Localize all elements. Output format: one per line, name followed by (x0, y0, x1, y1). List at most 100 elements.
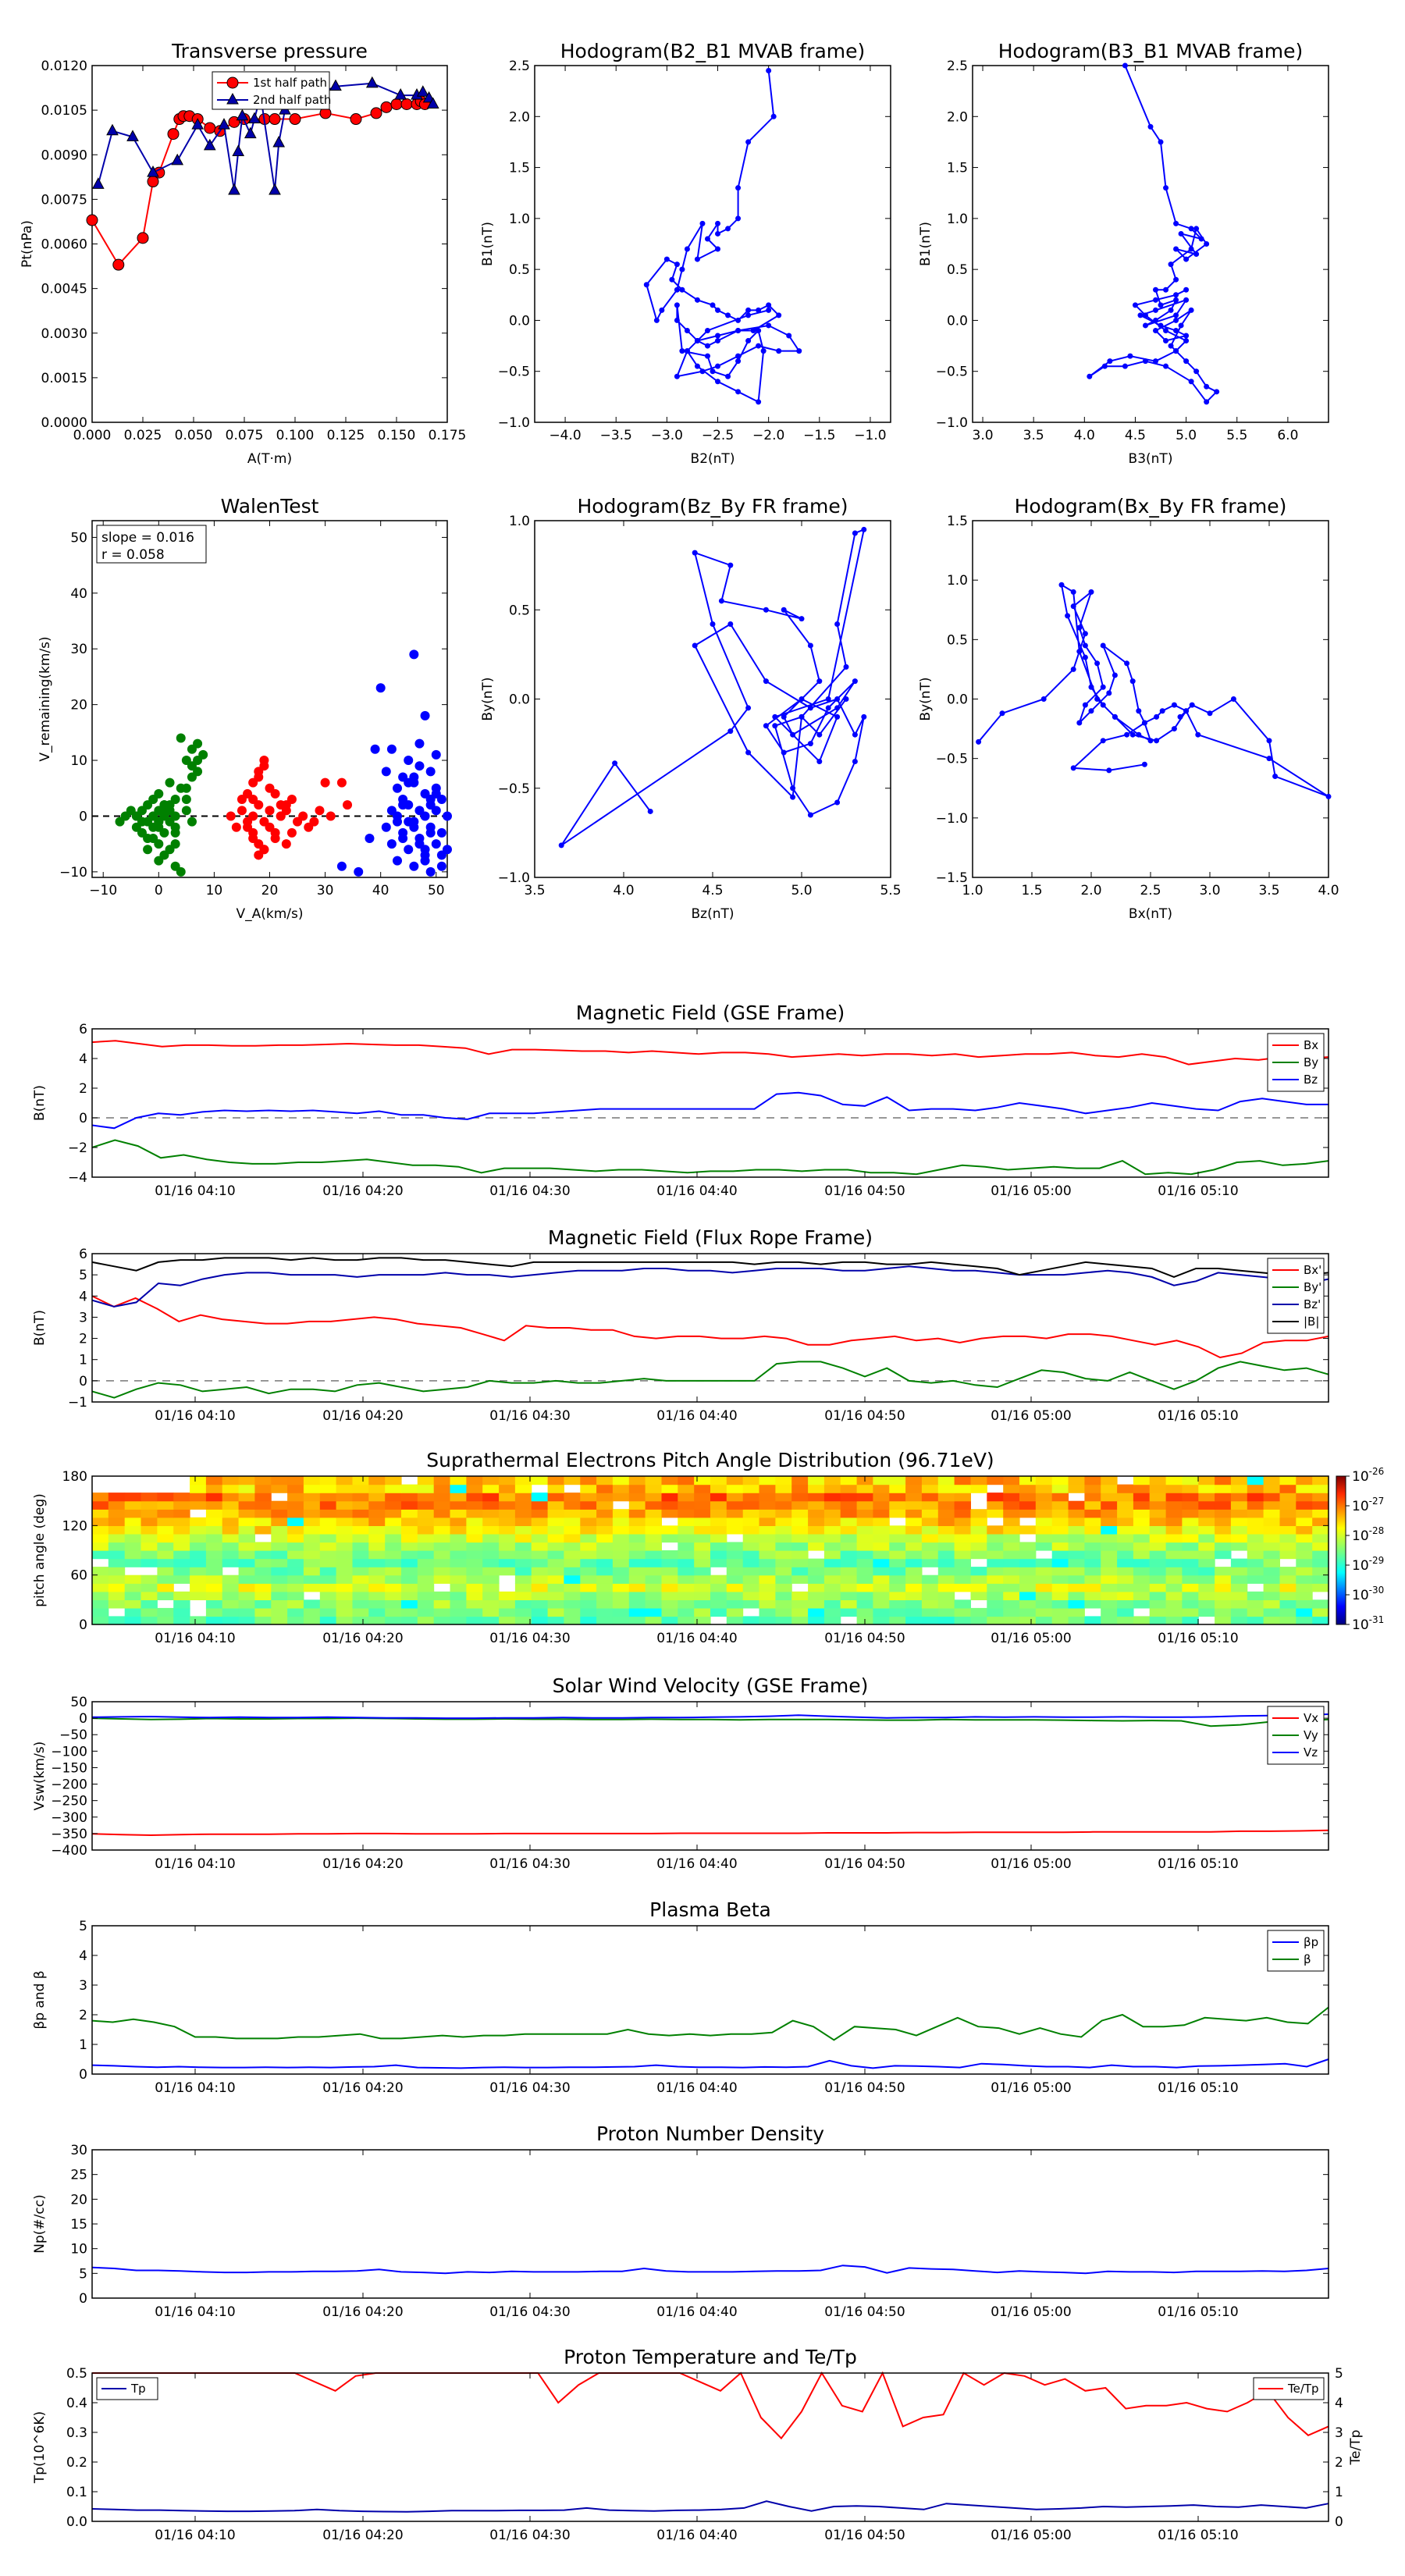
heatmap-cell (628, 1558, 646, 1567)
chart-title: WalenTest (221, 495, 319, 518)
heatmap-cell (385, 1517, 402, 1526)
heatmap-cell (417, 1493, 435, 1502)
heatmap-cell (401, 1616, 418, 1625)
heatmap-cell (678, 1583, 695, 1592)
time-tick-label: 01/16 04:30 (489, 2528, 570, 2543)
y-tick-label: 0 (79, 1711, 87, 1727)
heatmap-cell (547, 1493, 564, 1502)
heatmap-cell (726, 1583, 744, 1592)
y-tick-label: 5 (79, 1919, 87, 1934)
heatmap-cell (466, 1599, 483, 1609)
plot-frame (91, 1701, 1329, 1851)
data-point (694, 297, 700, 303)
heatmap-cell (433, 1493, 451, 1502)
heatmap-cell (417, 1484, 435, 1493)
series-te-tp (92, 2371, 1329, 2440)
heatmap-cell (889, 1533, 906, 1543)
heatmap-cell (401, 1542, 418, 1551)
heatmap-cell (596, 1484, 614, 1493)
y-tick-label: 0.5 (509, 603, 530, 618)
heatmap-cell (1101, 1550, 1118, 1560)
heatmap-cell (499, 1616, 516, 1625)
heatmap-cell (157, 1533, 174, 1543)
heatmap-cell (791, 1484, 809, 1493)
heatmap-cell (1035, 1525, 1053, 1535)
y-tick-label: 5 (79, 1268, 87, 1283)
time-tick-label: 01/16 05:10 (1158, 2304, 1238, 2320)
y-tick-label: 2 (79, 2008, 87, 2023)
heatmap-cell (1117, 1484, 1134, 1493)
heatmap-cell (840, 1533, 858, 1543)
x-tick-label: 3.0 (973, 428, 994, 443)
data-point (760, 348, 767, 354)
data-point (735, 389, 742, 395)
heatmap-cell (905, 1476, 923, 1485)
legend-box (1267, 1930, 1325, 1972)
heatmap-cell (1068, 1533, 1085, 1543)
heatmap-cell (319, 1484, 337, 1493)
data-point (1183, 338, 1190, 344)
heatmap-cell (742, 1616, 760, 1625)
heatmap-cell (1215, 1616, 1232, 1625)
y-tick-label: 2.5 (509, 59, 530, 74)
heatmap-cell (1296, 1558, 1313, 1567)
heatmap-cell (1296, 1542, 1313, 1551)
data-point (725, 373, 731, 379)
heatmap-cell (808, 1525, 825, 1535)
heatmap-cell (921, 1525, 939, 1535)
heatmap-cell (92, 1517, 109, 1526)
data-point (1141, 720, 1147, 726)
data-point (181, 806, 191, 816)
heatmap-cell (1230, 1574, 1248, 1584)
heatmap-cell (287, 1583, 304, 1592)
series-β (91, 2006, 1329, 2041)
time-tick-label: 01/16 04:40 (656, 1631, 737, 1646)
heatmap-cell (823, 1583, 841, 1592)
heatmap-cell (271, 1500, 288, 1510)
heatmap-cell (580, 1517, 597, 1526)
data-point (1188, 307, 1194, 313)
data-point (781, 607, 787, 613)
x-tick-label: −3.5 (600, 428, 632, 443)
data-point (1112, 672, 1118, 678)
hodogram-line (977, 583, 1329, 798)
data-point (1070, 765, 1076, 771)
heatmap-cell (987, 1591, 1004, 1600)
y-tick-label: 0.5 (947, 632, 968, 648)
heatmap-cell (238, 1517, 255, 1526)
heatmap-cell (954, 1599, 971, 1609)
heatmap-cell (873, 1574, 890, 1584)
heatmap-cell (222, 1550, 240, 1560)
heatmap-cell (254, 1493, 272, 1502)
plot-frame (91, 2149, 1329, 2299)
heatmap-cell (205, 1517, 223, 1526)
heatmap-cell (1117, 1558, 1134, 1567)
data-point (231, 822, 241, 832)
data-point (725, 226, 731, 232)
heatmap-cell (303, 1517, 321, 1526)
heatmap-cell (466, 1525, 483, 1535)
heatmap-cell (580, 1550, 597, 1560)
data-point (1153, 297, 1159, 303)
heatmap-cell (1165, 1616, 1183, 1625)
data-point (259, 761, 269, 771)
heatmap-cell (840, 1517, 858, 1526)
heatmap-cell (303, 1525, 321, 1535)
heatmap-cell (840, 1500, 858, 1510)
heatmap-cell (840, 1583, 858, 1592)
y-tick-label: 60 (70, 1568, 87, 1584)
heatmap-cell (710, 1599, 727, 1609)
data-point (1173, 292, 1179, 298)
legend: Bx'By'Bz'|B| (1267, 1258, 1325, 1334)
series-By' (91, 1361, 1329, 1399)
heatmap-cell (417, 1591, 435, 1600)
heatmap-cell (873, 1542, 890, 1551)
heatmap-cell (742, 1591, 760, 1600)
y-tick-label-right: 3 (1335, 2425, 1343, 2441)
heatmap-cell (1215, 1550, 1232, 1560)
heatmap-cell (92, 1533, 109, 1543)
heatmap-cell (791, 1591, 809, 1600)
heatmap-cell (319, 1574, 337, 1584)
time-tick-label: 01/16 04:10 (155, 2304, 235, 2320)
heatmap-cell (450, 1558, 467, 1567)
